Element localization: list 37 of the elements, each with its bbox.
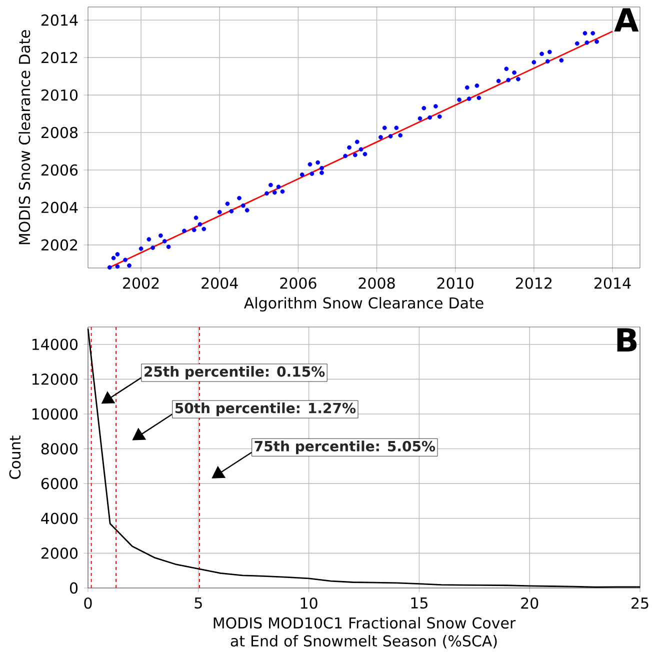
y-tick-label: 4000 <box>41 512 78 524</box>
y-tick-label: 10000 <box>32 408 78 420</box>
y-tick-label: 2004 <box>41 202 78 214</box>
x-tick-label: 10 <box>300 597 318 609</box>
x-tick-label: 2004 <box>202 277 238 289</box>
y-tick-label: 2000 <box>41 548 78 559</box>
x-tick-label: 2014 <box>594 277 631 289</box>
y-tick-label: 2010 <box>41 89 78 101</box>
x-tick-label: 2010 <box>437 277 474 289</box>
y-tick-label: 0 <box>70 582 78 594</box>
y-tick-label: 2012 <box>41 52 78 64</box>
annotation: 50th percentile: 1.27% <box>175 402 356 416</box>
x-tick-label: 5 <box>194 597 202 609</box>
annotation: A <box>614 8 639 32</box>
y-tick-label: 8000 <box>41 443 78 454</box>
x-tick-label: 2012 <box>516 277 552 289</box>
y-axis-title: Count <box>9 436 21 479</box>
y-tick-label: 12000 <box>32 374 78 385</box>
x-tick-label: 0 <box>84 597 92 609</box>
y-tick-label: 2006 <box>41 164 78 176</box>
annotation: 25th percentile: 0.15% <box>144 366 325 380</box>
x-tick-label: 25 <box>632 597 648 609</box>
y-tick-label: 2008 <box>41 126 78 138</box>
y-tick-label: 14000 <box>32 338 78 350</box>
y-axis-title: MODIS Snow Clearance Date <box>18 30 30 244</box>
x-tick-label: 15 <box>411 597 428 609</box>
x-tick-label: 2008 <box>358 277 395 289</box>
x-tick-label: 2002 <box>123 277 159 289</box>
annotation: B <box>617 328 637 352</box>
y-tick-label: 2002 <box>41 239 78 251</box>
x-tick-label: 20 <box>521 597 538 609</box>
x-axis-title: Algorithm Snow Clearance Date <box>244 297 484 312</box>
y-tick-label: 6000 <box>41 478 78 490</box>
x-tick-label: 2006 <box>280 277 316 289</box>
x-axis-title: MODIS MOD10C1 Fractional Snow Cover at End of Snowmelt Season (%SCA) <box>214 617 516 648</box>
y-tick-label: 2014 <box>41 14 78 26</box>
annotation: 75th percentile: 5.05% <box>254 440 436 454</box>
